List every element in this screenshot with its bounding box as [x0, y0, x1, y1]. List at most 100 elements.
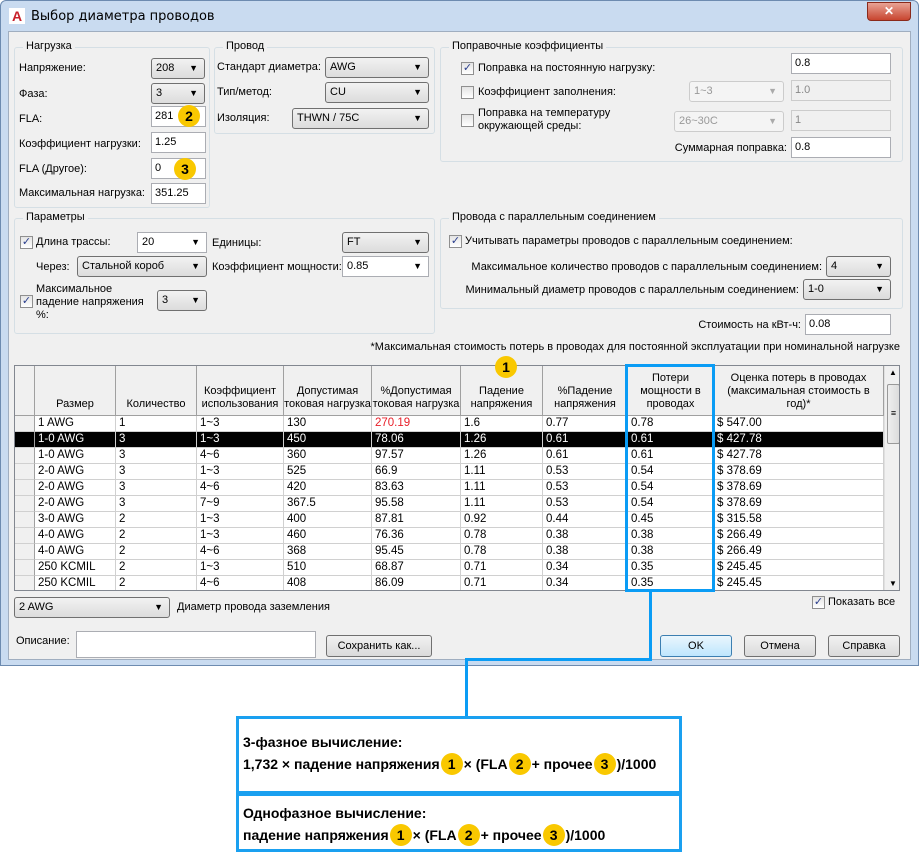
row-header[interactable]: [15, 496, 35, 512]
cancel-button[interactable]: Отмена: [744, 635, 816, 657]
max-load-label: Максимальная нагрузка:: [19, 187, 145, 199]
row-header[interactable]: [15, 416, 35, 432]
cell-ampacity: 360: [284, 448, 372, 464]
description-input[interactable]: [76, 631, 316, 658]
table-row[interactable]: 1-0 AWG 3 4~6 360 97.57 1.26 0.61 0.61 $ 427.78: [15, 448, 884, 464]
save-as-button[interactable]: Сохранить как...: [326, 635, 432, 657]
table-row[interactable]: 2-0 AWG 3 1~3 525 66.9 1.11 0.53 0.54 $ 378.69: [15, 464, 884, 480]
standard-select[interactable]: AWG ▼: [325, 57, 429, 78]
formula-part: 1,732 × падение напряжения: [243, 756, 440, 772]
table-row[interactable]: 250 KCMIL 2 1~3 510 68.87 0.71 0.34 0.35 $ 245.4…: [15, 560, 884, 576]
show-all-checkbox[interactable]: ✓: [812, 596, 825, 609]
cost-input[interactable]: 0.08: [805, 314, 891, 335]
via-label: Через:: [36, 261, 70, 273]
parallel-checkbox[interactable]: ✓: [449, 235, 462, 248]
max-drop-checkbox[interactable]: ✓: [20, 295, 33, 308]
row-header[interactable]: [15, 448, 35, 464]
cell-quantity: 2: [116, 512, 197, 528]
units-select[interactable]: FT ▼: [342, 232, 429, 253]
cell-utilization: 1~3: [197, 560, 284, 576]
run-length-combo[interactable]: 20 ▼: [137, 232, 207, 253]
cell-utilization: 4~6: [197, 544, 284, 560]
table-row[interactable]: 2-0 AWG 3 4~6 420 83.63 1.11 0.53 0.54 $ 378.69: [15, 480, 884, 496]
row-header[interactable]: [15, 576, 35, 590]
table-row[interactable]: 2-0 AWG 3 7~9 367.5 95.58 1.11 0.53 0.54 $ 378.6…: [15, 496, 884, 512]
row-header[interactable]: [15, 528, 35, 544]
column-header-power-loss[interactable]: Потери мощности в проводах: [628, 366, 714, 416]
badge-3: 3: [174, 158, 196, 180]
row-header[interactable]: [15, 512, 35, 528]
column-header-quantity[interactable]: Количество: [116, 366, 197, 416]
max-load-input[interactable]: 351.25: [151, 183, 206, 204]
column-header-loss-cost[interactable]: Оценка потерь в проводах (максимальная с…: [714, 366, 884, 416]
table-row[interactable]: 4-0 AWG 2 1~3 460 76.36 0.78 0.38 0.38 $ 266.49: [15, 528, 884, 544]
scroll-up-icon[interactable]: ▲: [889, 368, 897, 377]
max-drop-value: 3: [162, 294, 169, 306]
standard-label: Стандарт диаметра:: [217, 61, 321, 73]
row-header[interactable]: [15, 544, 35, 560]
max-count-value: 4: [831, 260, 838, 272]
cell-size: 1-0 AWG: [35, 432, 116, 448]
ground-size-select[interactable]: 2 AWG ▼: [14, 597, 170, 618]
insulation-value: THWN / 75C: [297, 112, 360, 124]
table-row[interactable]: 1 AWG 1 1~3 130 270.19 1.6 0.77 0.78 $ 547.00: [15, 416, 884, 432]
continuous-input[interactable]: 0.8: [791, 53, 891, 74]
temp-range-select[interactable]: 26~30C ▼: [674, 111, 784, 132]
cell-voltage-drop-pct: 0.38: [543, 544, 628, 560]
chevron-down-icon: ▼: [413, 87, 422, 97]
chevron-down-icon: ▼: [413, 261, 422, 271]
scroll-thumb[interactable]: ≡: [887, 384, 899, 444]
formula-part: )/1000: [616, 756, 657, 772]
row-header[interactable]: [15, 480, 35, 496]
via-select[interactable]: Стальной короб ▼: [77, 256, 207, 277]
row-header[interactable]: [15, 464, 35, 480]
ok-button[interactable]: OK: [660, 635, 732, 657]
phase-select[interactable]: 3 ▼: [151, 83, 205, 104]
min-size-label: Минимальный диаметр проводов с параллель…: [465, 284, 799, 296]
load-factor-input[interactable]: 1.25: [151, 132, 206, 153]
continuous-checkbox[interactable]: ✓: [461, 62, 474, 75]
cell-voltage-drop-pct: 0.53: [543, 464, 628, 480]
cell-quantity: 2: [116, 560, 197, 576]
connector-line: [465, 658, 652, 661]
fill-input[interactable]: 1.0: [791, 80, 891, 101]
run-length-checkbox[interactable]: ✓: [20, 236, 33, 249]
temp-checkbox[interactable]: [461, 114, 474, 127]
column-header-utilization[interactable]: Коэффициент использования: [197, 366, 284, 416]
formula-part: )/1000: [565, 827, 606, 843]
cell-utilization: 4~6: [197, 576, 284, 590]
type-select[interactable]: CU ▼: [325, 82, 429, 103]
voltage-select[interactable]: 208 ▼: [151, 58, 205, 79]
table-row[interactable]: 1-0 AWG 3 1~3 450 78.06 1.26 0.61 0.61 $ 427.78: [15, 432, 884, 448]
insulation-select[interactable]: THWN / 75C ▼: [292, 108, 429, 129]
total-label: Суммарная поправка:: [674, 142, 787, 154]
help-button[interactable]: Справка: [828, 635, 900, 657]
fill-checkbox[interactable]: [461, 86, 474, 99]
column-header-voltage-drop-pct[interactable]: %Падение напряжения: [543, 366, 628, 416]
fill-range-select[interactable]: 1~3 ▼: [689, 81, 784, 102]
table-row[interactable]: 250 KCMIL 2 4~6 408 86.09 0.71 0.34 0.35 $ 245.4…: [15, 576, 884, 590]
cell-quantity: 1: [116, 416, 197, 432]
column-header-ampacity-pct[interactable]: %Допустимая токовая нагрузка: [372, 366, 461, 416]
vertical-scrollbar[interactable]: ▲ ≡ ▼: [884, 366, 899, 590]
max-drop-label: Максимальное падение напряжения%:: [36, 283, 144, 322]
total-input[interactable]: 0.8: [791, 137, 891, 158]
max-count-select[interactable]: 4 ▼: [826, 256, 891, 277]
column-header-ampacity[interactable]: Допустимая токовая нагрузка: [284, 366, 372, 416]
column-header-size[interactable]: Размер: [35, 366, 116, 416]
badge-1: 1: [389, 824, 412, 846]
scroll-down-icon[interactable]: ▼: [889, 579, 897, 588]
row-header[interactable]: [15, 560, 35, 576]
row-header[interactable]: [15, 432, 35, 448]
table-row[interactable]: 4-0 AWG 2 4~6 368 95.45 0.78 0.38 0.38 $ 266.49: [15, 544, 884, 560]
table-row[interactable]: 3-0 AWG 2 1~3 400 87.81 0.92 0.44 0.45 $ 315.58: [15, 512, 884, 528]
cell-voltage-drop: 0.71: [461, 560, 543, 576]
close-button[interactable]: ✕: [867, 2, 911, 21]
min-size-select[interactable]: 1-0 ▼: [803, 279, 891, 300]
chevron-down-icon: ▼: [154, 602, 163, 612]
max-drop-select[interactable]: 3 ▼: [157, 290, 207, 311]
cell-quantity: 3: [116, 480, 197, 496]
power-factor-combo[interactable]: 0.85 ▼: [342, 256, 429, 277]
three-phase-formula: 1,732 × падение напряжения 1 × (FLA 2 + …: [243, 753, 676, 775]
temp-input[interactable]: 1: [791, 110, 891, 131]
